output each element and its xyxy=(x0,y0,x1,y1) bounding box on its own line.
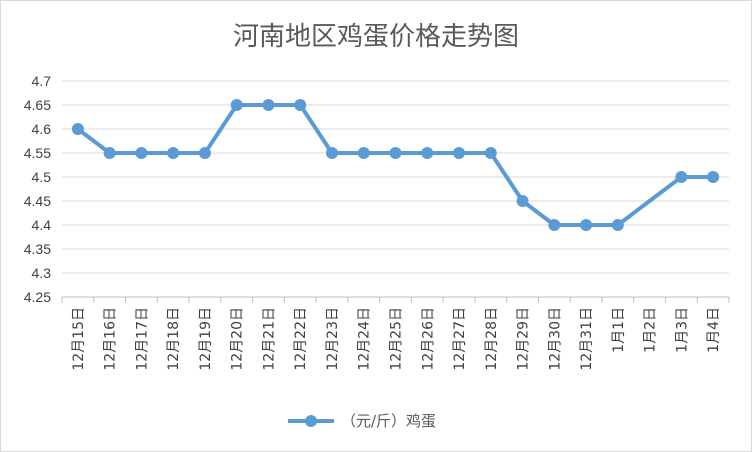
x-tick-label: 12月24日 xyxy=(357,307,373,371)
y-tick-label: 4.65 xyxy=(24,97,51,113)
data-point-15 xyxy=(548,219,561,231)
data-point-20 xyxy=(707,171,720,183)
x-tick-label: 12月16日 xyxy=(103,307,119,371)
x-tick-label: 12月22日 xyxy=(293,307,309,371)
x-axis-tick-labels: 12月15日 12月16日 12月17日 12月18日 12月19日 12月20日 12月2… xyxy=(71,307,722,371)
y-tick-label: 4.35 xyxy=(24,241,51,257)
legend-marker xyxy=(305,415,317,427)
x-tick-label: 1月3日 xyxy=(674,307,690,353)
legend: （元/斤）鸡蛋 xyxy=(288,412,436,430)
data-point-12 xyxy=(453,147,466,159)
data-point-9 xyxy=(357,147,370,159)
y-tick-label: 4.55 xyxy=(24,145,51,161)
x-tick-label: 12月29日 xyxy=(516,307,532,371)
data-point-16 xyxy=(580,219,593,231)
y-axis-tick-labels: 4.7 4.65 4.6 4.55 4.5 4.45 4.4 4.35 4.3 4.25 xyxy=(24,73,51,305)
y-tick-label: 4.45 xyxy=(24,193,51,209)
y-tick-label: 4.6 xyxy=(32,121,52,137)
data-point-4 xyxy=(198,147,211,159)
data-point-2 xyxy=(135,147,148,159)
data-point-11 xyxy=(421,147,434,159)
series-line xyxy=(76,103,714,227)
x-tick-label: 1月2日 xyxy=(643,307,659,353)
y-tick-label: 4.5 xyxy=(32,169,52,185)
x-tick-label: 12月15日 xyxy=(71,307,87,371)
series-layer xyxy=(71,99,720,231)
data-point-5 xyxy=(230,99,243,111)
x-tick-label: 1月1日 xyxy=(611,307,627,353)
data-point-7 xyxy=(294,99,307,111)
data-point-8 xyxy=(325,147,338,159)
grid-lines xyxy=(61,80,730,303)
x-tick-label: 12月28日 xyxy=(484,307,500,371)
x-tick-label: 12月21日 xyxy=(261,307,277,371)
x-tick-label: 12月17日 xyxy=(134,307,150,371)
x-tick-label: 12月20日 xyxy=(230,307,246,371)
x-tick-label: 12月26日 xyxy=(420,307,436,371)
data-point-3 xyxy=(167,147,180,159)
data-point-13 xyxy=(484,147,497,159)
legend-label: （元/斤）鸡蛋 xyxy=(341,412,436,430)
chart-title: 河南地区鸡蛋价格走势图 xyxy=(233,22,519,52)
x-tick-label: 12月27日 xyxy=(452,307,468,371)
y-tick-label: 4.4 xyxy=(32,217,52,233)
data-point-6 xyxy=(262,99,275,111)
y-tick-label: 4.3 xyxy=(32,265,52,281)
x-tick-label: 12月25日 xyxy=(389,307,405,371)
data-point-0 xyxy=(71,123,84,135)
data-point-17 xyxy=(611,219,624,231)
data-point-1 xyxy=(103,147,116,159)
data-point-10 xyxy=(389,147,402,159)
y-tick-label: 4.7 xyxy=(32,73,52,89)
x-tick-label: 12月30日 xyxy=(547,307,563,371)
x-tick-label: 12月31日 xyxy=(579,307,595,371)
x-tick-label: 12月19日 xyxy=(198,307,214,371)
data-point-14 xyxy=(516,195,529,207)
y-tick-label: 4.25 xyxy=(24,289,51,305)
x-tick-label: 1月4日 xyxy=(706,307,722,353)
x-tick-label: 12月23日 xyxy=(325,307,341,371)
data-point-19 xyxy=(675,171,688,183)
x-tick-label: 12月18日 xyxy=(166,307,182,371)
